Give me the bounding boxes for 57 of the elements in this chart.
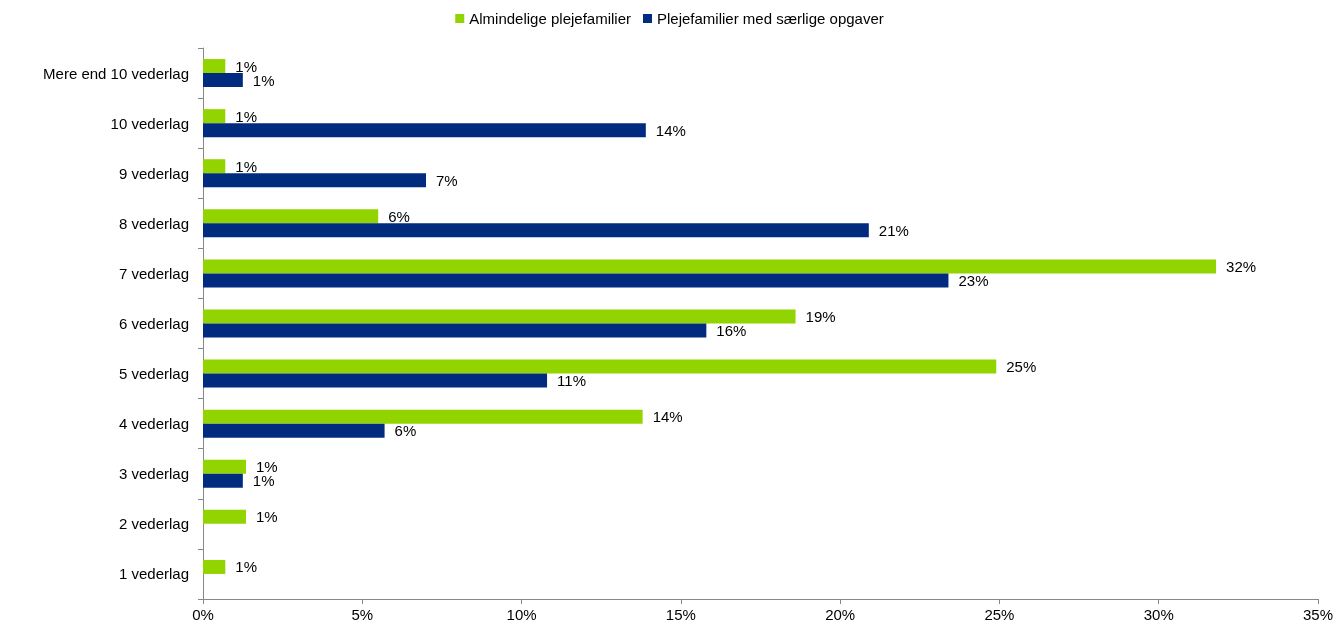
bar: [203, 423, 385, 438]
y-tick-label: 1 vederlag: [118, 565, 189, 583]
bar: [203, 273, 949, 288]
bar: [203, 59, 226, 74]
data-label: 14%: [655, 121, 686, 139]
y-tick-label: 5 vederlag: [118, 365, 189, 383]
data-label: 6%: [394, 422, 417, 440]
data-label: 14%: [652, 408, 683, 426]
data-label: 1%: [235, 558, 257, 576]
bar: [203, 509, 247, 524]
y-tick-label: 10 vederlag: [110, 114, 189, 132]
bar: [203, 159, 226, 174]
y-tick-label: 3 vederlag: [118, 465, 189, 483]
x-tick-label: 0%: [192, 606, 214, 623]
bar: [203, 109, 226, 124]
legend-label: Almindelige plejefamilier: [469, 10, 631, 27]
data-label: 21%: [878, 221, 909, 239]
bar: [203, 323, 707, 338]
legend-label: Plejefamilier med særlige opgaver: [656, 10, 884, 27]
bar: [203, 473, 243, 488]
bar: [203, 373, 548, 388]
bar: [203, 259, 1217, 274]
y-tick-label: 6 vederlag: [118, 315, 189, 332]
data-label: 11%: [557, 372, 586, 390]
x-tick-label: 35%: [1302, 606, 1334, 623]
data-label: 32%: [1226, 257, 1257, 275]
data-label: 19%: [805, 308, 836, 325]
bar: [203, 559, 226, 574]
x-tick-label: 25%: [984, 606, 1015, 623]
bar: [203, 173, 426, 188]
x-tick-label: 5%: [351, 606, 374, 623]
bar: [203, 309, 796, 324]
x-tick-label: 10%: [506, 606, 537, 623]
y-tick-label: 7 vederlag: [118, 264, 189, 282]
y-tick-label: Mere end 10 vederlag: [43, 64, 189, 82]
data-label: 1%: [235, 107, 257, 125]
y-tick-label: 2 vederlag: [118, 515, 189, 533]
data-label: 6%: [388, 207, 410, 225]
data-label: 1%: [235, 157, 257, 175]
bar: [203, 123, 646, 138]
y-tick-label: 4 vederlag: [118, 415, 189, 433]
data-label: 1%: [256, 508, 278, 526]
x-tick-label: 15%: [665, 606, 696, 623]
data-label: 7%: [436, 171, 458, 189]
y-tick-label: 8 vederlag: [118, 214, 189, 232]
data-label: 16%: [716, 322, 747, 339]
bar: [203, 409, 643, 424]
x-tick-label: 30%: [1143, 606, 1174, 623]
bar: [203, 73, 243, 88]
bar: [203, 359, 997, 374]
y-tick-label: 9 vederlag: [118, 164, 189, 182]
bar: [203, 223, 869, 238]
data-label: 25%: [1006, 358, 1037, 376]
bar: [203, 459, 247, 474]
x-tick-label: 20%: [825, 606, 856, 623]
data-label: 23%: [958, 271, 989, 289]
bar: [203, 209, 379, 224]
